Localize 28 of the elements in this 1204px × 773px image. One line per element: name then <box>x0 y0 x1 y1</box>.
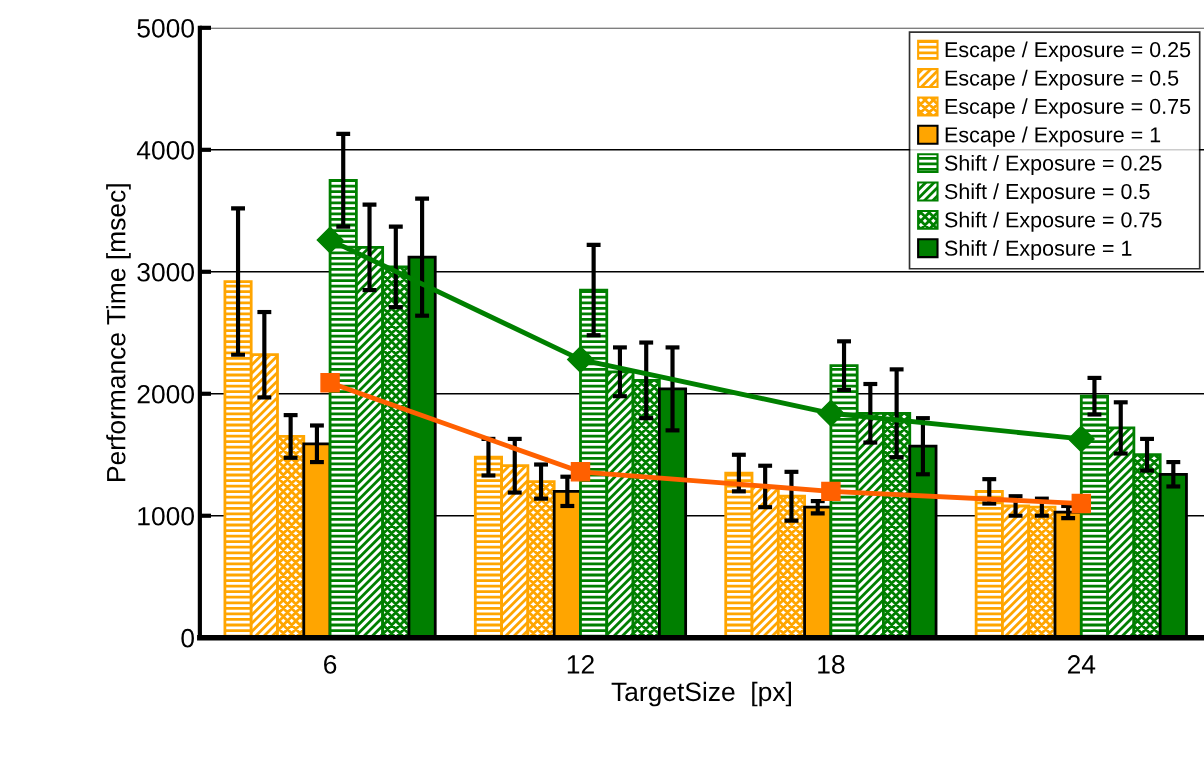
point <box>320 373 340 393</box>
point <box>1067 425 1095 453</box>
legend-label: Shift / Exposure = 0.75 <box>944 211 1162 232</box>
legend-label: Escape / Exposure = 0.5 <box>945 69 1179 90</box>
x-axis-title: TargetSize [px] <box>611 681 791 707</box>
y-axis-title: Performance Time [msec] <box>106 184 131 481</box>
point <box>570 462 591 482</box>
x-tick-label: 6 <box>324 655 337 674</box>
legend-label: Shift / Exposure = 0.5 <box>944 183 1150 204</box>
x-tick-label: 12 <box>567 655 594 674</box>
y-tick-label: 3000 <box>137 262 194 282</box>
x-tick-label: 18 <box>818 655 845 674</box>
y-tick-label: 2000 <box>137 384 194 404</box>
point <box>1071 493 1092 514</box>
legend-label: Escape / Exposure = 0.75 <box>945 98 1191 119</box>
x-tick-label: 24 <box>1067 655 1096 674</box>
legend-label: Shift / Exposure = 1 <box>944 240 1132 261</box>
y-tick-label: 5000 <box>137 18 194 38</box>
legend-label: Escape / Exposure = 1 <box>945 126 1161 147</box>
y-tick-label: 4000 <box>136 140 194 160</box>
legend-label: Shift / Exposure = 0.25 <box>944 154 1162 176</box>
point <box>316 226 344 254</box>
y-tick-label: 1000 <box>138 506 194 526</box>
legend-label: Escape / Exposure = 0.25 <box>945 41 1191 62</box>
point <box>817 399 845 427</box>
point <box>567 346 594 374</box>
y-tick-label: 0 <box>181 628 194 648</box>
point <box>821 481 841 502</box>
